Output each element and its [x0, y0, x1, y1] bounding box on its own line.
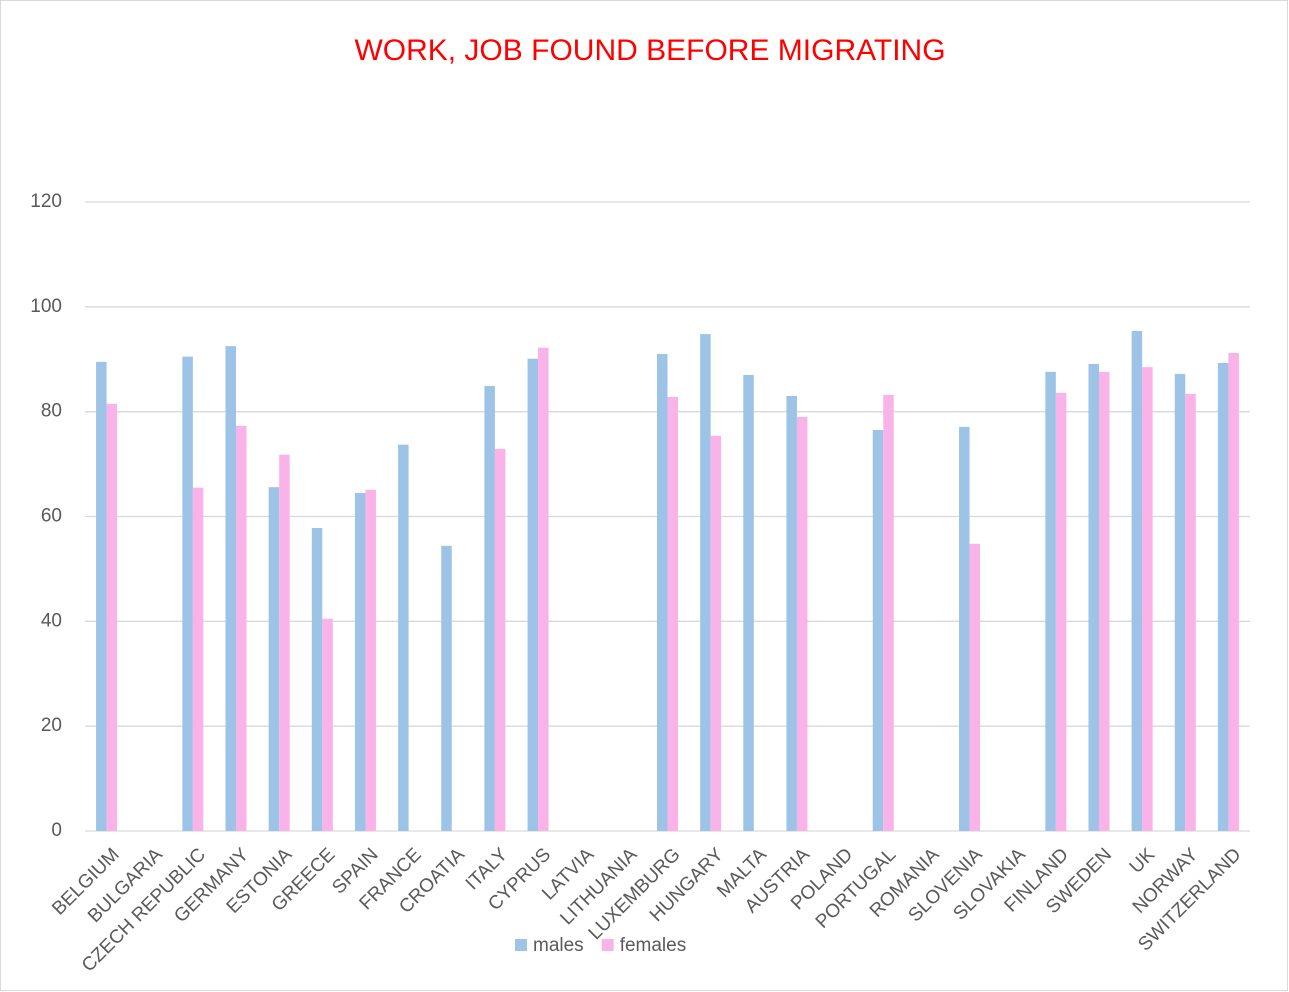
bar [106, 403, 118, 831]
y-tick-label: 120 [30, 191, 62, 212]
bar [883, 394, 894, 831]
bar [311, 528, 323, 831]
chart-title: WORK, JOB FOUND BEFORE MIGRATING [354, 34, 945, 67]
bar [700, 334, 711, 831]
bar [354, 492, 366, 831]
bar [1088, 363, 1099, 831]
bar [786, 395, 797, 831]
bar [484, 385, 495, 831]
bar [225, 346, 237, 831]
y-tick-label: 60 [41, 506, 62, 527]
bar [1228, 352, 1239, 831]
bar [796, 416, 808, 831]
bar [710, 435, 722, 831]
bar [538, 347, 549, 831]
y-tick-label: 80 [41, 401, 62, 422]
bar [398, 444, 409, 831]
bar [1055, 392, 1067, 831]
bar [365, 489, 376, 831]
y-tick-label: 100 [30, 296, 62, 317]
bar [279, 454, 290, 831]
bar [527, 358, 539, 831]
bar [96, 361, 107, 831]
bar [182, 356, 193, 831]
bar [1174, 373, 1186, 831]
bar [1185, 393, 1196, 831]
bar [236, 425, 247, 831]
legend-label: males [533, 935, 584, 956]
legend-swatch [601, 939, 614, 951]
bar [1098, 371, 1110, 831]
bar [872, 430, 884, 831]
bar [969, 543, 981, 831]
bar [494, 448, 506, 831]
y-tick-label: 40 [41, 610, 62, 631]
y-tick-label: 20 [41, 715, 62, 736]
bar [667, 396, 678, 831]
bar [192, 487, 204, 831]
bar [1045, 371, 1056, 831]
bar [1142, 367, 1153, 831]
bar [1217, 362, 1229, 831]
legend-swatch [515, 939, 527, 951]
bar [322, 618, 333, 831]
legend-label: females [620, 935, 687, 956]
bar [743, 374, 754, 831]
bar [657, 354, 668, 831]
bar [268, 487, 280, 831]
bar [1131, 330, 1143, 831]
bar [959, 426, 970, 831]
bar [441, 545, 452, 831]
y-tick-label: 0 [51, 820, 62, 841]
